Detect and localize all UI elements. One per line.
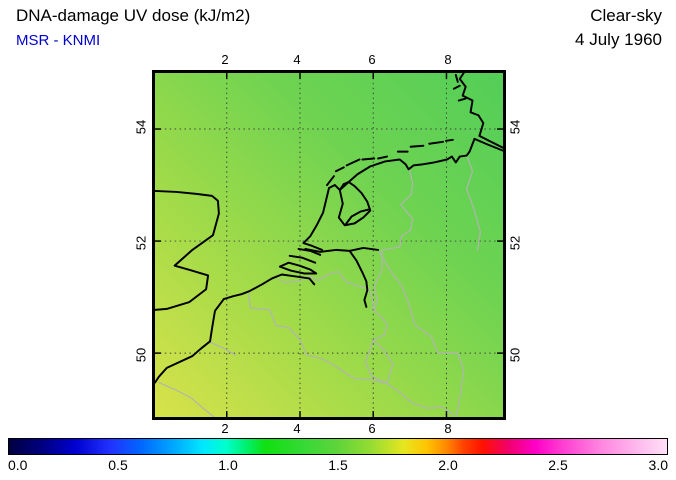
- lat-label-left-52: 52: [133, 235, 149, 251]
- border-be-fr: [247, 292, 388, 385]
- colorbar: [8, 438, 668, 455]
- coastline-france: [155, 298, 225, 384]
- condition-label: Clear-sky: [590, 6, 662, 25]
- lat-label-right-54: 54: [507, 119, 523, 135]
- lon-label-top-2: 2: [221, 52, 229, 67]
- coastline-voorne: [302, 242, 324, 251]
- border-nl-be: [278, 270, 375, 312]
- lon-label-bottom-4: 4: [293, 421, 301, 436]
- country-borders: [158, 156, 481, 417]
- lat-label-right-50: 50: [507, 347, 523, 363]
- coastline-walcheren: [278, 261, 318, 275]
- river-rhine: [377, 249, 465, 416]
- coastline-north-frisian-islands: [452, 73, 467, 102]
- coastline-wadden-islands: [326, 138, 454, 187]
- colorbar-label-3: 1.5: [328, 457, 348, 473]
- colorbar-label-1: 0.5: [108, 457, 128, 473]
- map-canvas: [155, 73, 503, 417]
- grid-lines: [155, 73, 503, 417]
- lon-label-bottom-2: 2: [221, 421, 229, 436]
- river-weser: [466, 156, 481, 251]
- colorbar-label-0: 0.0: [8, 457, 28, 473]
- lon-label-bottom-6: 6: [368, 421, 376, 436]
- border-nl-de: [373, 169, 414, 312]
- coastline-england: [155, 189, 220, 311]
- page-title: DNA-damage UV dose (kJ/m2): [16, 6, 251, 25]
- coastline-belgium-scheldt: [222, 273, 316, 301]
- lon-label-top-6: 6: [368, 52, 376, 67]
- lon-label-top-8: 8: [444, 52, 452, 67]
- coastlines: [155, 73, 503, 384]
- map-field: [155, 73, 503, 417]
- coastline-north-of-elbe: [458, 73, 503, 149]
- lat-label-right-52: 52: [507, 235, 523, 251]
- axis-ticks: [155, 73, 503, 417]
- coastline-schouwen: [288, 254, 317, 264]
- colorbar-label-5: 2.5: [548, 457, 568, 473]
- rivers-netherlands: [304, 246, 380, 308]
- river-seine-somme: [158, 341, 237, 417]
- date-label: 4 July 1960: [575, 30, 662, 49]
- colorbar-label-6: 3.0: [648, 457, 668, 473]
- map-frame: [152, 70, 506, 420]
- colorbar-label-2: 1.0: [218, 457, 238, 473]
- lat-label-left-54: 54: [133, 119, 149, 135]
- lat-label-left-50: 50: [133, 347, 149, 363]
- border-be-de-lux: [364, 310, 455, 416]
- lon-label-top-4: 4: [293, 52, 301, 67]
- lon-label-bottom-8: 8: [444, 421, 452, 436]
- colorbar-gradient: [9, 439, 667, 454]
- coastline-holland-german-bight: [303, 137, 503, 244]
- colorbar-label-4: 2.0: [438, 457, 458, 473]
- coastline-ijsselmeer: [337, 181, 372, 227]
- source-label: MSR - KNMI: [16, 32, 101, 49]
